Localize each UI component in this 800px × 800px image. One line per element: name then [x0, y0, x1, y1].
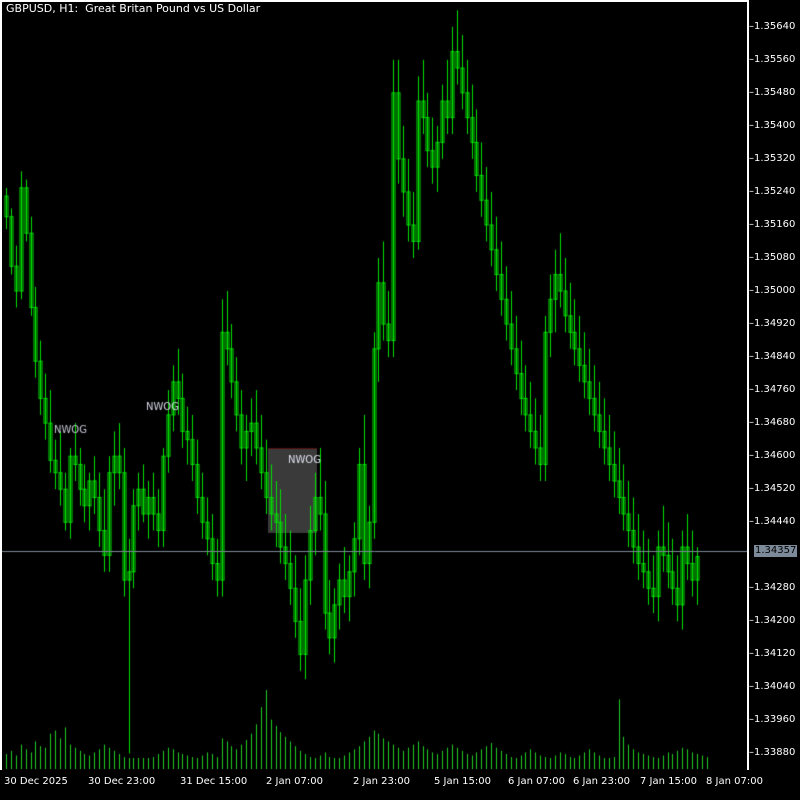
time-tick-label: 6 Jan 07:00	[508, 776, 565, 787]
price-tick-value: 1.35240	[754, 185, 796, 197]
price-tick-label: –1.35160	[749, 219, 795, 231]
price-tick-label: –1.34440	[749, 516, 795, 528]
time-tick-label: 31 Dec 15:00	[180, 776, 248, 787]
price-chart-canvas[interactable]	[2, 2, 747, 770]
price-tick-label: –1.34120	[749, 648, 795, 660]
time-tick-label: 30 Dec 2025	[4, 776, 68, 787]
price-tick-value: 1.35480	[754, 86, 796, 98]
price-scale-axis[interactable]: –1.35640 –1.35560 –1.35480 –1.35400 –1.35320…	[749, 0, 800, 770]
price-tick-mark: –	[749, 681, 754, 693]
price-tick-value: 1.34680	[754, 417, 796, 429]
price-tick-mark: –	[749, 185, 754, 197]
price-tick-label: –1.34040	[749, 681, 795, 693]
current-price-value: 1.34357	[754, 545, 798, 557]
time-tick-label: 5 Jan 15:00	[434, 776, 491, 787]
price-tick-label: –1.35480	[749, 87, 795, 99]
price-tick-mark: –	[749, 417, 754, 429]
price-tick-value: 1.34040	[754, 681, 796, 693]
current-price-label: 1.34357	[749, 545, 798, 557]
price-tick-value: 1.33960	[754, 714, 796, 726]
price-tick-value: 1.34520	[754, 483, 796, 495]
chart-title: GBPUSD, H1: Great Britan Pound vs US Dol…	[6, 2, 261, 15]
price-tick-value: 1.35160	[754, 218, 796, 230]
price-tick-mark: –	[749, 516, 754, 528]
price-tick-mark: –	[749, 152, 754, 164]
price-tick-label: –1.33960	[749, 714, 795, 726]
price-tick-value: 1.34120	[754, 648, 796, 660]
price-tick-value: 1.35560	[754, 53, 796, 65]
price-tick-mark: –	[749, 318, 754, 330]
price-tick-value: 1.34280	[754, 582, 796, 594]
price-tick-label: –1.35400	[749, 120, 795, 132]
price-tick-label: –1.34680	[749, 417, 795, 429]
time-tick-label: 6 Jan 23:00	[573, 776, 630, 787]
price-tick-mark: –	[749, 351, 754, 363]
price-tick-value: 1.34920	[754, 318, 796, 330]
price-tick-value: 1.34840	[754, 351, 796, 363]
price-tick-label: –1.34280	[749, 582, 795, 594]
price-tick-label: –1.34840	[749, 351, 795, 363]
price-tick-label: –1.33880	[749, 747, 795, 759]
price-tick-label: –1.34200	[749, 615, 795, 627]
price-tick-value: 1.33880	[754, 747, 796, 759]
price-tick-value: 1.35320	[754, 152, 796, 164]
price-tick-value: 1.35080	[754, 252, 796, 263]
price-tick-value: 1.34200	[754, 615, 796, 627]
time-scale-axis[interactable]: 30 Dec 2025 30 Dec 23:00 31 Dec 15:00 2 Jan…	[0, 770, 800, 800]
price-tick-mark: –	[749, 483, 754, 495]
price-tick-mark: –	[749, 252, 754, 263]
price-tick-mark: –	[749, 384, 754, 396]
price-tick-label: –1.35560	[749, 54, 795, 66]
time-tick-label: 8 Jan 07:00	[706, 776, 763, 787]
price-tick-mark: –	[749, 285, 754, 297]
price-tick-value: 1.34760	[754, 384, 796, 396]
price-tick-mark: –	[749, 86, 754, 98]
price-tick-mark: –	[749, 450, 754, 462]
time-tick-label: 30 Dec 23:00	[88, 776, 156, 787]
price-tick-mark: –	[749, 218, 754, 230]
price-tick-label: –1.34920	[749, 318, 795, 330]
price-tick-mark: –	[749, 714, 754, 726]
price-tick-value: 1.34440	[754, 516, 796, 528]
price-tick-mark: –	[749, 582, 754, 594]
price-tick-label: –1.35000	[749, 285, 795, 297]
time-tick-label: 7 Jan 15:00	[640, 776, 697, 787]
price-tick-mark: –	[749, 20, 754, 32]
price-tick-mark: –	[749, 119, 754, 131]
price-tick-value: 1.34600	[754, 450, 796, 462]
price-tick-label: –1.35640	[749, 21, 795, 33]
price-tick-mark: –	[749, 53, 754, 65]
price-tick-label: –1.35080	[749, 252, 795, 264]
price-tick-value: 1.35400	[754, 119, 796, 131]
price-tick-value: 1.35000	[754, 285, 796, 297]
price-tick-label: –1.35240	[749, 186, 795, 198]
price-tick-mark: –	[749, 648, 754, 660]
price-tick-value: 1.35640	[754, 20, 796, 32]
price-tick-label: –1.34520	[749, 483, 795, 495]
price-tick-label: –1.34600	[749, 450, 795, 462]
price-tick-label: –1.35320	[749, 153, 795, 165]
price-tick-mark: –	[749, 747, 754, 759]
price-tick-label: –1.34760	[749, 384, 795, 396]
price-tick-mark: –	[749, 615, 754, 627]
time-tick-label: 2 Jan 07:00	[266, 776, 323, 787]
time-tick-label: 2 Jan 23:00	[353, 776, 410, 787]
